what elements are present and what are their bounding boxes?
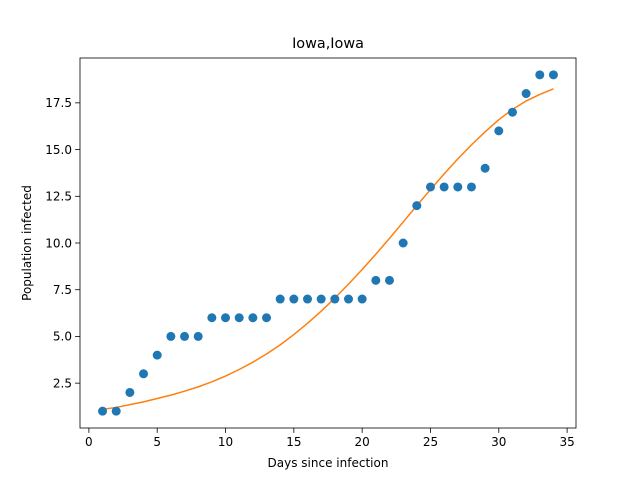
data-point <box>412 201 422 211</box>
data-point <box>480 163 490 173</box>
x-tick-label: 25 <box>423 435 438 449</box>
data-point <box>439 182 449 192</box>
data-point <box>193 331 203 341</box>
data-point <box>398 238 408 248</box>
y-tick-label: 5.0 <box>53 330 72 344</box>
data-point <box>494 126 504 136</box>
data-point <box>289 294 299 304</box>
data-point <box>316 294 326 304</box>
data-point <box>521 89 531 99</box>
data-point <box>384 275 394 285</box>
data-point <box>111 406 121 416</box>
data-point <box>221 313 231 323</box>
data-point <box>507 107 517 117</box>
y-tick-label: 17.5 <box>45 96 72 110</box>
data-point <box>453 182 463 192</box>
data-point <box>180 331 190 341</box>
data-point <box>371 275 381 285</box>
data-point <box>466 182 476 192</box>
data-point <box>166 331 176 341</box>
x-axis-label: Days since infection <box>268 456 389 470</box>
x-axis: 0 5 10 15 20 25 30 35 <box>85 428 575 449</box>
x-tick-label: 10 <box>218 435 233 449</box>
data-point <box>125 387 135 397</box>
fit-curve-line <box>102 88 554 411</box>
x-tick-label: 35 <box>559 435 574 449</box>
data-point <box>98 406 108 416</box>
data-point <box>303 294 312 304</box>
data-point <box>234 313 244 323</box>
y-tick-label: 12.5 <box>45 190 72 204</box>
y-tick-label: 7.5 <box>53 283 72 297</box>
y-axis-label: Population infected <box>20 185 34 301</box>
data-point <box>275 294 285 304</box>
y-tick-label: 10.0 <box>45 236 72 250</box>
data-point <box>425 182 435 192</box>
data-point <box>207 313 217 323</box>
chart-title: Iowa,Iowa <box>292 36 364 52</box>
data-point <box>330 294 340 304</box>
data-point <box>262 313 272 323</box>
data-point <box>357 294 367 304</box>
data-point <box>152 350 162 360</box>
x-tick-label: 15 <box>286 435 301 449</box>
x-tick-label: 5 <box>153 435 161 449</box>
data-point <box>248 313 258 323</box>
x-tick-label: 30 <box>491 435 506 449</box>
y-axis: 2.5 5.0 7.5 10.0 12.5 15.0 17.5 <box>45 96 80 390</box>
data-point <box>535 70 545 80</box>
y-tick-label: 2.5 <box>53 376 72 390</box>
data-point <box>344 294 353 304</box>
data-point <box>139 369 149 379</box>
x-tick-label: 0 <box>85 435 93 449</box>
x-tick-label: 20 <box>355 435 370 449</box>
y-tick-label: 15.0 <box>45 143 72 157</box>
plot-area <box>98 70 558 416</box>
data-point <box>548 70 558 80</box>
